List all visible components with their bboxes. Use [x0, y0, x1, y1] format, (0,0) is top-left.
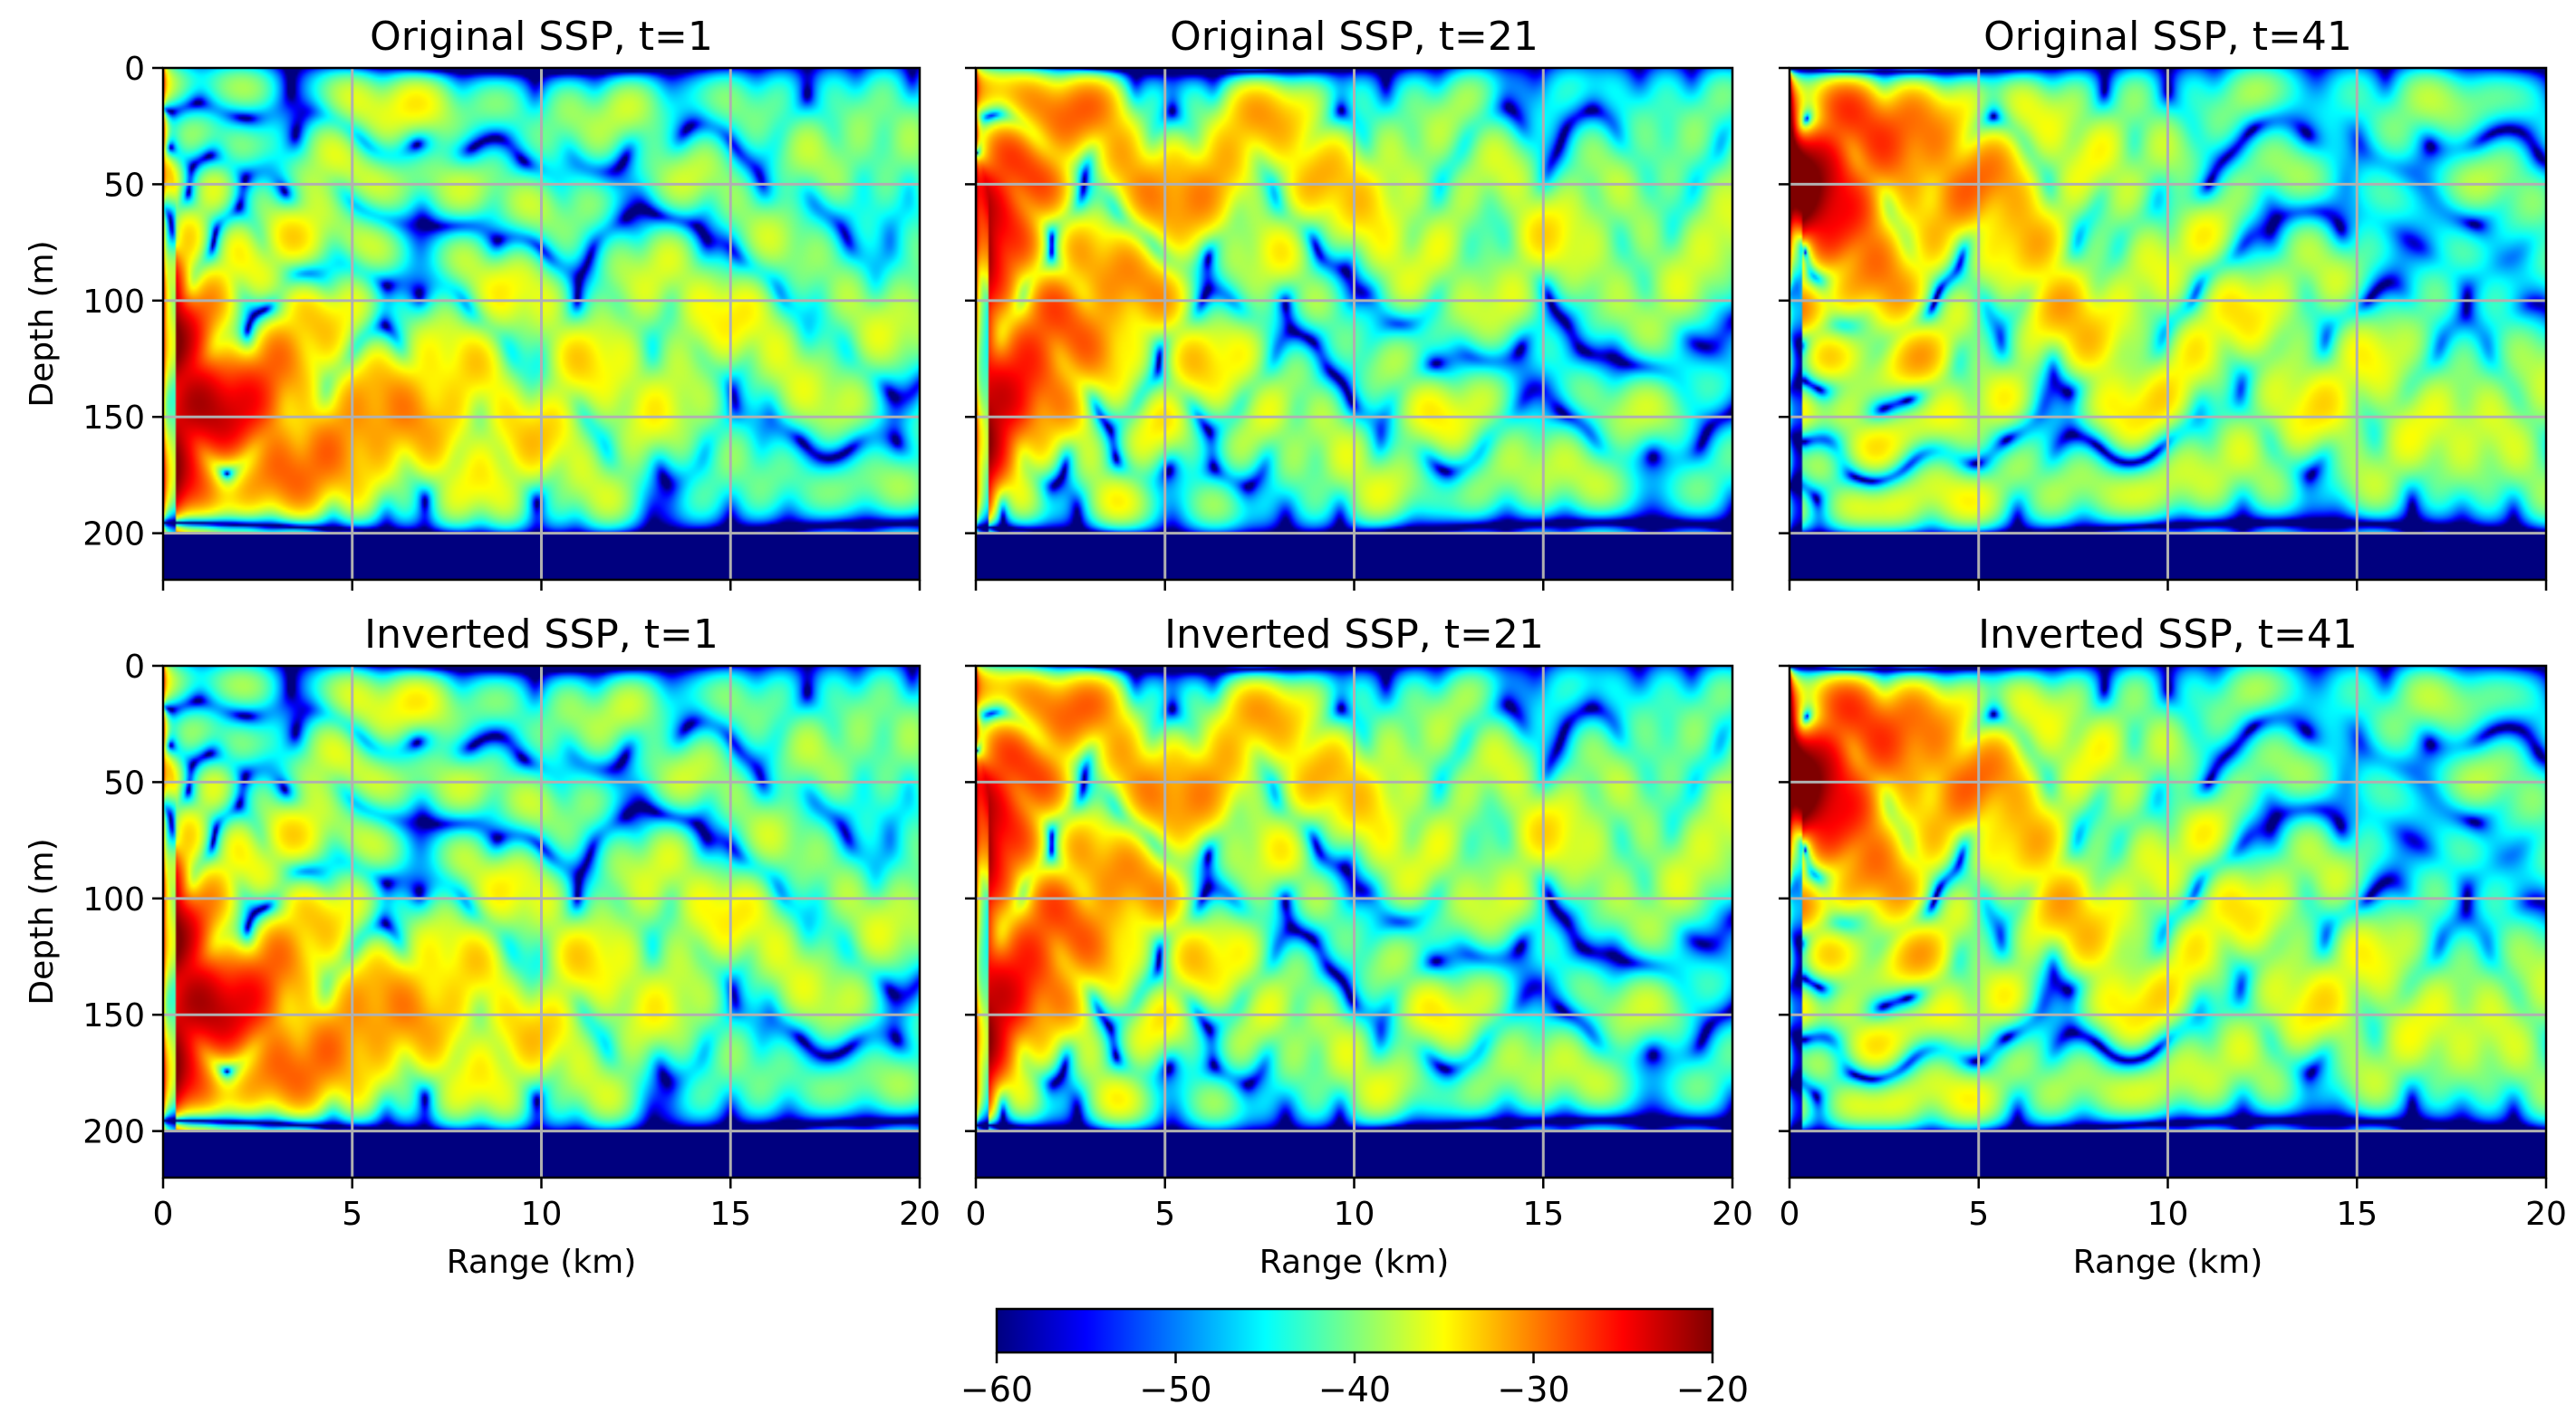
- y-tick-label: 50: [103, 765, 145, 802]
- x-tick-label: 10: [2147, 1196, 2189, 1233]
- x-tick-label: 20: [1712, 1196, 1753, 1233]
- x-tick-label: 20: [2525, 1196, 2567, 1233]
- x-tick-label: 10: [521, 1196, 563, 1233]
- y-tick-label: 200: [82, 1114, 145, 1151]
- x-tick-label: 10: [1334, 1196, 1375, 1233]
- x-tick-label: 5: [1154, 1196, 1175, 1233]
- x-tick-label: 15: [1522, 1196, 1564, 1233]
- y-tick-label: 150: [82, 399, 145, 437]
- x-tick-label: 20: [899, 1196, 941, 1233]
- colorbar-tick-label: −50: [1139, 1370, 1211, 1410]
- x-axis-label: Range (km): [2073, 1244, 2263, 1281]
- panel-6: 0 5 10 15 20 Inverted SSP, t=41 Range (km): [1779, 611, 2567, 1281]
- x-axis-label: Range (km): [1259, 1244, 1450, 1281]
- y-tick-label: 200: [82, 516, 145, 553]
- panel-title: Inverted SSP, t=21: [1164, 611, 1544, 658]
- colorbar: −60 −50 −40 −30 −20: [960, 1307, 1749, 1410]
- x-axis-label: Range (km): [447, 1244, 637, 1281]
- panel-title: Inverted SSP, t=41: [1978, 611, 2358, 658]
- y-tick-label: 150: [82, 997, 145, 1034]
- y-axis-label: Depth (m): [24, 240, 61, 407]
- y-tick-label: 0: [124, 51, 145, 88]
- x-tick-label: 0: [153, 1196, 174, 1233]
- x-tick-label: 5: [1968, 1196, 1989, 1233]
- y-axis-label: Depth (m): [24, 838, 61, 1005]
- x-tick-label: 0: [1780, 1196, 1800, 1233]
- panel-5: 0 5 10 15 20 Inverted SSP, t=21 Range (km): [965, 611, 1753, 1281]
- colorbar-tick-label: −20: [1676, 1370, 1749, 1410]
- panel-2: Original SSP, t=21: [965, 14, 1734, 591]
- panel-1: 0 50 100 150 200 Original SSP, t=1 Depth (m): [24, 14, 921, 591]
- panel-3: Original SSP, t=41: [1779, 14, 2548, 591]
- colorbar-tick-label: −30: [1497, 1370, 1569, 1410]
- panel-title: Original SSP, t=1: [370, 14, 713, 60]
- y-tick-label: 0: [124, 649, 145, 686]
- colorbar-tick-label: −60: [960, 1370, 1033, 1410]
- panel-title: Original SSP, t=21: [1170, 14, 1539, 60]
- y-tick-label: 50: [103, 167, 145, 204]
- y-tick-label: 100: [82, 284, 145, 321]
- x-tick-label: 15: [709, 1196, 751, 1233]
- y-tick-label: 100: [82, 881, 145, 919]
- colorbar-tick-label: −40: [1318, 1370, 1391, 1410]
- panel-title: Inverted SSP, t=1: [364, 611, 719, 658]
- x-tick-label: 5: [342, 1196, 362, 1233]
- x-tick-label: 0: [966, 1196, 987, 1233]
- panel-title: Original SSP, t=41: [1983, 14, 2352, 60]
- x-tick-label: 15: [2336, 1196, 2378, 1233]
- colorbar-gradient: [995, 1307, 1714, 1354]
